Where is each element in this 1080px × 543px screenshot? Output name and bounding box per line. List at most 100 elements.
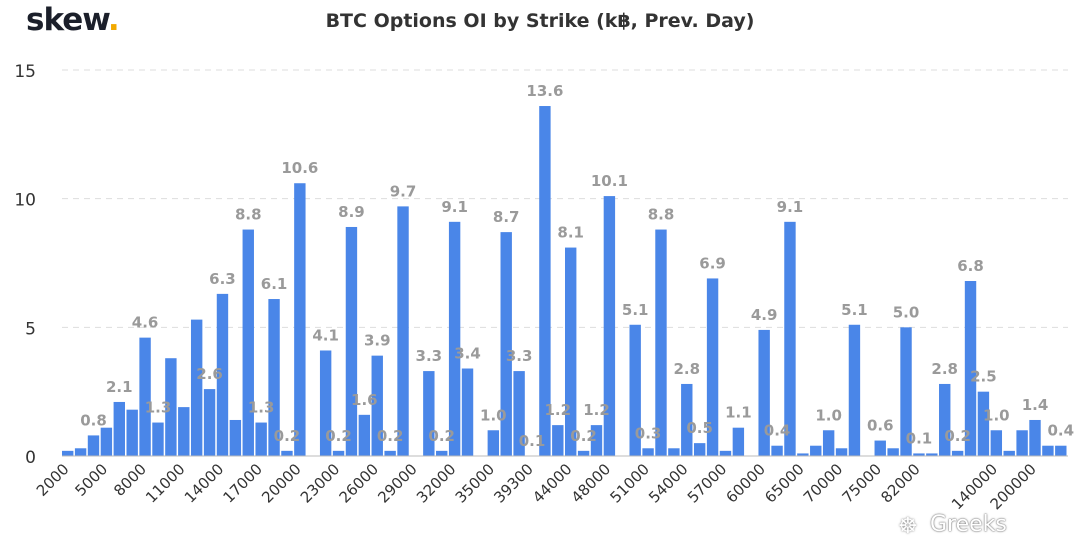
data-label: 2.1 [106,378,133,396]
wechat-icon: ☸ [898,514,918,539]
bar [126,409,138,456]
bar [448,221,461,456]
bar [294,183,306,457]
bar [810,445,822,456]
x-tick-label: 26000 [336,460,382,506]
bar [203,389,216,456]
bar [332,450,345,456]
data-label: 3.9 [364,332,391,350]
data-label: 1.0 [983,406,1010,424]
x-tick-label: 20000 [258,460,304,506]
x-tick-label: 35000 [452,460,498,506]
x-tick-label: 23000 [297,460,343,506]
data-label: 5.0 [893,303,920,321]
data-label: 6.3 [209,270,236,288]
x-tick-label: 14000 [181,460,227,506]
x-tick-label: 32000 [413,460,459,506]
data-label: 9.1 [777,198,804,216]
data-label: 0.1 [519,432,546,450]
bar [397,206,409,456]
data-label: 1.3 [145,399,172,417]
bar [255,422,267,456]
data-label: 0.1 [906,429,933,447]
bar [487,430,500,456]
data-label: 9.7 [390,182,417,200]
bar [668,448,680,456]
x-tick-label: 5000 [71,460,111,500]
data-label: 2.5 [970,368,997,386]
bar [771,445,783,456]
x-tick-label: 70000 [800,460,846,506]
bar [990,430,1003,456]
data-label: 0.2 [570,427,597,445]
bar [655,229,667,456]
logo-text: skew [26,2,109,38]
data-label: 8.9 [338,203,365,221]
data-label: 4.1 [312,326,339,344]
x-tick-label: 51000 [606,460,652,506]
x-tick-label: 39300 [490,460,536,506]
bar [913,453,925,456]
data-label: 3.3 [506,347,533,365]
data-label: 0.4 [764,422,791,440]
bar [887,448,899,456]
x-tick-label: 65000 [761,460,807,506]
bar [539,106,551,456]
bar [190,319,203,456]
data-label: 8.1 [557,224,584,242]
bar [822,430,835,456]
y-tick-label: 10 [14,191,36,211]
data-label: 1.0 [480,406,507,424]
data-label: 0.5 [686,419,713,437]
y-tick-label: 0 [25,448,36,468]
bar [693,443,706,456]
bar [552,425,564,456]
x-tick-label: 29000 [374,460,420,506]
bar [281,450,293,456]
data-label: 5.1 [622,301,649,319]
data-label: 8.7 [493,208,520,226]
bar [345,226,358,456]
bar [358,414,371,456]
data-label: 0.3 [635,424,662,442]
bar [951,450,964,456]
data-label: 4.6 [132,314,159,332]
data-label: 6.8 [957,257,984,275]
data-label: 0.4 [1048,422,1075,440]
bar [178,407,190,456]
bar [848,324,861,456]
data-label: 2.8 [931,360,958,378]
data-label: 0.2 [944,427,971,445]
x-tick-label: 11000 [142,460,188,506]
bar [732,427,745,456]
bar [977,391,990,456]
bar [319,350,332,456]
bar [629,324,641,456]
data-label: 3.3 [416,347,443,365]
bar [590,425,603,456]
bar [513,371,525,456]
data-label: 1.3 [248,399,275,417]
x-tick-label: 44000 [529,460,575,506]
y-tick-label: 5 [25,319,36,339]
chart-title: BTC Options OI by Strike (k฿, Prev. Day) [325,10,755,32]
data-label: 0.2 [377,427,404,445]
data-label: 3.4 [454,345,481,363]
data-label: 5.1 [841,301,868,319]
bar [964,281,977,456]
y-tick-label: 15 [14,62,36,82]
data-label: 10.1 [591,172,628,190]
x-tick-label: 48000 [568,460,614,506]
data-label: 6.9 [699,254,726,272]
bar [113,401,125,456]
data-label: 1.6 [351,391,378,409]
bar [797,453,809,456]
bar [139,337,151,456]
bar [577,450,590,456]
bar [758,329,770,456]
data-label: 2.6 [196,365,223,383]
data-label: 0.2 [274,427,301,445]
bar [784,221,796,456]
bar [87,435,100,456]
bar [371,355,383,456]
